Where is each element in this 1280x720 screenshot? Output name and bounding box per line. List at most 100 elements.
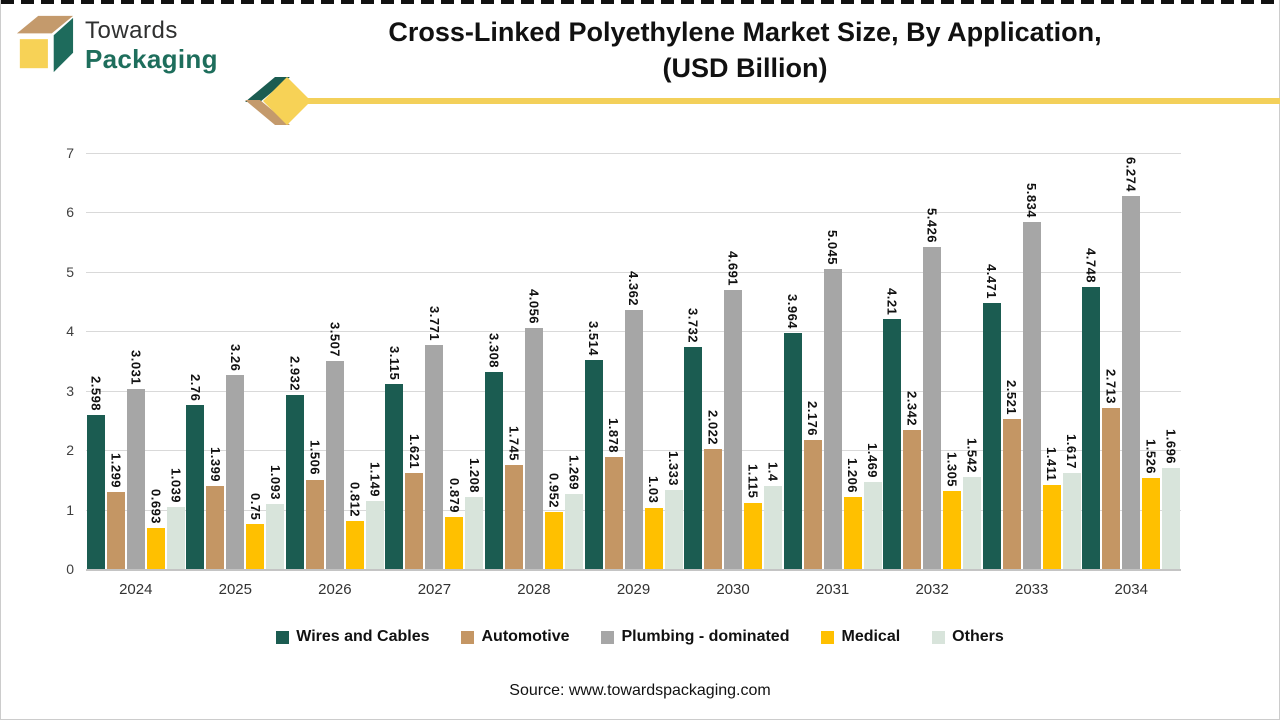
bar-value-label: 3.514 [586, 321, 601, 357]
bar-others-2028 [564, 493, 583, 569]
bar-wires-and-cables-2032 [883, 318, 902, 569]
bar-unit: 1.333 [664, 153, 683, 569]
x-axis-label-2028: 2028 [517, 581, 551, 598]
source-text: Source: www.towardspackaging.com [509, 682, 771, 699]
bar-chart: 0 1 2 3 4 5 6 7 2.598 1.299 3.031 0.693 1.039 2.76 1.3… [1, 145, 1279, 646]
bar-unit: 5.834 [1022, 153, 1041, 569]
top-dashed-border [1, 0, 1279, 4]
bar-wires-and-cables-2026 [285, 394, 304, 569]
bar-group-2033: 4.471 2.521 5.834 1.411 1.617 [982, 153, 1082, 569]
y-tick-label-0: 0 [66, 561, 74, 577]
bar-automotive-2034 [1102, 407, 1121, 569]
logo-text: Towards Packaging [85, 12, 218, 74]
bar-group-2025: 2.76 1.399 3.26 0.75 1.093 [186, 153, 286, 569]
bar-plumbing-dominated-2031 [823, 269, 842, 569]
bar-automotive-2031 [803, 439, 822, 569]
bar-unit: 1.506 [305, 153, 324, 569]
bar-group-2034: 4.748 2.713 6.274 1.526 1.696 [1081, 153, 1181, 569]
x-axis-labels: 2024 2025 2026 2027 2028 2029 2030 2031 2032 2033… [86, 581, 1181, 598]
plot-area: 0 1 2 3 4 5 6 7 2.598 1.299 3.031 0.693 1.039 2.76 1.3… [66, 145, 1181, 577]
bar-value-label: 0.879 [446, 477, 462, 513]
cube-logo-icon [16, 15, 74, 73]
bar-unit: 1.878 [604, 153, 623, 569]
bar-unit: 0.952 [544, 153, 563, 569]
legend: Wires and Cables Automotive Plumbing - dom… [1, 628, 1279, 646]
legend-label: Plumbing - dominated [621, 628, 790, 645]
y-tick-label-7: 7 [66, 145, 74, 161]
bar-value-label: 0.75 [247, 493, 263, 521]
legend-swatch [461, 630, 475, 644]
bar-unit: 5.426 [923, 153, 942, 569]
bar-wires-and-cables-2027 [385, 383, 404, 569]
y-tick-label-5: 5 [66, 263, 74, 280]
bar-value-label: 4.471 [984, 264, 1000, 300]
bar-unit: 2.521 [1002, 153, 1021, 569]
chart-title-line1: Cross-Linked Polyethylene Market Size, B… [388, 17, 1102, 47]
y-tick-label-6: 6 [66, 204, 74, 221]
bar-value-label: 2.342 [904, 390, 920, 426]
y-tick-label-2: 2 [66, 442, 74, 459]
bar-plumbing-dominated-2028 [524, 327, 543, 569]
bar-medical-2030 [744, 502, 763, 569]
bar-value-label: 2.022 [705, 409, 721, 445]
decorative-arrow-line [245, 77, 1280, 125]
bar-value-label: 2.932 [287, 355, 303, 391]
bar-plumbing-dominated-2033 [1022, 222, 1041, 569]
bar-others-2030 [764, 485, 783, 569]
legend-label: Automotive [481, 628, 570, 645]
bar-value-label: 2.176 [805, 400, 821, 436]
bar-unit: 2.022 [704, 153, 723, 569]
bar-unit: 0.879 [445, 153, 464, 569]
bar-value-label: 5.426 [924, 207, 940, 243]
bar-value-label: 3.507 [327, 321, 343, 357]
bar-group-2024: 2.598 1.299 3.031 0.693 1.039 [86, 153, 186, 569]
bar-unit: 2.598 [86, 153, 105, 569]
bar-value-label: 3.308 [486, 333, 502, 369]
bar-group-2027: 3.115 1.621 3.771 0.879 1.208 [385, 153, 485, 569]
bar-automotive-2030 [704, 448, 723, 569]
bar-value-label: 1.333 [666, 450, 681, 486]
bar-group-2032: 4.21 2.342 5.426 1.305 1.542 [882, 153, 982, 569]
bar-unit: 3.732 [684, 153, 703, 569]
bar-unit: 4.748 [1082, 153, 1101, 569]
bar-value-label: 2.521 [1004, 380, 1020, 416]
bar-wires-and-cables-2034 [1082, 286, 1101, 569]
y-tick-label-3: 3 [66, 382, 74, 399]
bar-unit: 3.507 [325, 153, 344, 569]
bar-unit: 1.526 [1142, 153, 1161, 569]
bar-value-label: 1.03 [646, 476, 661, 504]
bar-value-label: 2.598 [88, 375, 104, 411]
bar-unit: 2.713 [1102, 153, 1121, 569]
bar-value-label: 0.952 [546, 473, 562, 509]
header: Towards Packaging Cross-Linked Polyethyl… [1, 0, 1280, 126]
bar-medical-2027 [445, 516, 464, 569]
bar-value-label: 1.039 [168, 468, 184, 504]
legend-item-plumbing-dominated: Plumbing - dominated [601, 628, 789, 646]
bar-plumbing-dominated-2025 [226, 375, 245, 569]
y-tick-label-1: 1 [66, 501, 74, 518]
bar-value-label: 4.21 [884, 287, 900, 315]
legend-label: Medical [841, 628, 901, 645]
bar-medical-2032 [943, 491, 962, 569]
bar-value-label: 1.469 [865, 442, 881, 478]
bar-unit: 6.274 [1122, 153, 1141, 569]
x-axis-label-2030: 2030 [716, 581, 750, 598]
bar-value-label: 3.031 [128, 349, 144, 385]
gridline-y-5 [86, 271, 1181, 273]
bar-value-label: 4.362 [626, 270, 641, 306]
bar-value-label: 1.745 [506, 426, 522, 462]
bar-value-label: 1.269 [566, 454, 582, 490]
bar-others-2033 [1062, 472, 1081, 569]
bar-plumbing-dominated-2029 [624, 309, 643, 569]
bar-medical-2031 [843, 497, 862, 569]
bar-value-label: 1.878 [606, 418, 621, 454]
x-axis-label-2027: 2027 [417, 581, 452, 598]
bar-others-2026 [365, 500, 384, 569]
bar-unit: 4.691 [724, 153, 743, 569]
x-axis-label-2026: 2026 [318, 581, 352, 598]
bar-unit: 1.745 [504, 153, 523, 569]
towards-packaging-logo: Towards Packaging [15, 12, 218, 76]
bar-value-label: 4.691 [725, 251, 741, 287]
bar-value-label: 1.399 [207, 446, 223, 482]
bar-value-label: 4.056 [526, 288, 542, 324]
